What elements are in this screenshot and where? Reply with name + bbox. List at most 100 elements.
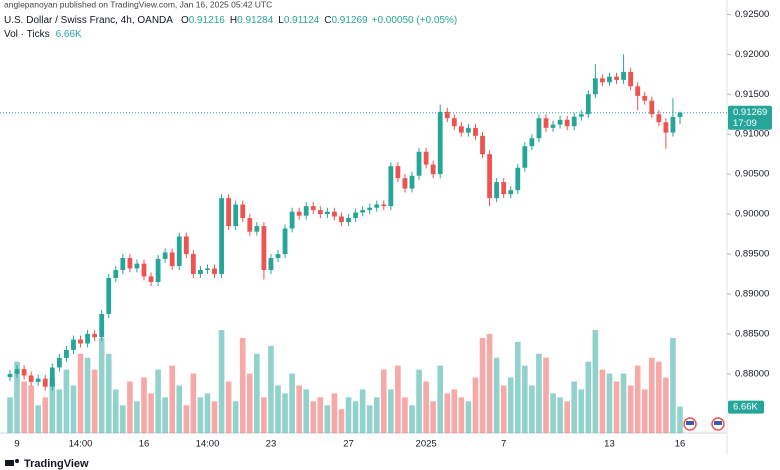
volume-bar — [606, 373, 613, 433]
volume-bar — [105, 353, 112, 433]
candle-body — [219, 198, 224, 275]
volume-bar — [169, 365, 176, 433]
candle-body — [35, 378, 41, 382]
candle-body — [99, 313, 105, 338]
candle-body — [296, 211, 302, 216]
candle-body — [49, 367, 55, 387]
x-tick-label: 9 — [14, 439, 19, 450]
candle-body — [529, 138, 535, 147]
volume-bar — [141, 377, 147, 433]
volume-bar — [310, 401, 317, 433]
candle-body — [324, 211, 330, 215]
candle-body — [261, 226, 267, 271]
y-tick-label: 0.88000 — [735, 368, 769, 379]
volume-bar — [493, 357, 500, 433]
candle-body — [134, 263, 140, 269]
candle-body — [148, 276, 154, 283]
candle-body — [543, 118, 549, 128]
candle-body — [346, 218, 351, 223]
volume-bar — [514, 341, 521, 433]
y-tick-label: 0.88500 — [735, 328, 769, 339]
logo: TradingView — [5, 458, 89, 470]
candle-body — [205, 268, 210, 271]
volume-bar — [42, 397, 49, 433]
volume-bar — [402, 397, 408, 433]
volume-bar — [543, 357, 549, 433]
volume-bar — [444, 393, 451, 433]
x-tick-label: 23 — [266, 439, 277, 450]
x-tick-label: 16 — [139, 439, 150, 450]
volume-bar — [63, 369, 70, 433]
candle-body — [367, 207, 373, 211]
candle-body — [141, 263, 147, 277]
candle-body — [7, 373, 13, 378]
volume-bar — [359, 389, 366, 433]
volume-bar — [21, 381, 27, 433]
candle-body — [663, 122, 669, 133]
volume-bar — [416, 369, 422, 433]
x-tick-label: 2025 — [416, 439, 437, 450]
candle-body — [162, 252, 168, 259]
volume-bar — [670, 337, 676, 433]
last-volume-box — [728, 400, 764, 414]
candle-body — [550, 124, 556, 128]
ohlc-label: H — [230, 15, 237, 26]
candle-body — [578, 114, 584, 117]
candle-body — [656, 114, 662, 123]
candle-body — [360, 210, 366, 213]
candle-body — [522, 146, 528, 168]
candle-body — [169, 252, 175, 267]
volume-bar — [49, 377, 56, 433]
x-tick-label: 13 — [604, 439, 615, 450]
volume-bar — [134, 401, 140, 433]
candle-body — [480, 135, 485, 155]
volume-bar — [28, 385, 34, 433]
y-tick-label: 0.91000 — [735, 129, 769, 140]
volume-bar — [656, 361, 662, 433]
volume-bar — [70, 385, 77, 433]
volume-bar — [282, 393, 288, 433]
candle-body — [430, 164, 436, 175]
countdown: 17:09 — [733, 118, 757, 129]
candle-body — [21, 369, 27, 376]
volume-bar — [112, 389, 119, 433]
candle-body — [628, 71, 634, 87]
volume-bar — [564, 401, 570, 433]
volume-bar — [148, 393, 154, 433]
volume-bar — [437, 365, 444, 433]
candle-body — [677, 112, 683, 117]
candle-body — [14, 369, 20, 374]
candle-body — [536, 118, 542, 139]
volume-bar — [98, 337, 105, 433]
candle-body — [155, 258, 161, 283]
candle-body — [564, 119, 570, 127]
volume-bar — [458, 397, 465, 433]
ohlc-label: C — [324, 15, 331, 26]
volume-bar — [331, 393, 338, 433]
volume-bar — [7, 397, 13, 433]
candle-body — [56, 357, 62, 368]
volume-bar — [239, 337, 246, 433]
candle-body — [473, 127, 478, 136]
volume-bar — [183, 405, 190, 433]
volume-bar — [663, 377, 669, 433]
volume-bar — [289, 373, 295, 433]
volume-bar — [275, 385, 281, 433]
change: +0.00050 (+0.05%) — [372, 15, 458, 26]
volume-bar — [261, 397, 267, 433]
y-tick-label: 0.89500 — [735, 249, 769, 260]
candle-body — [332, 211, 337, 217]
candle-body — [508, 190, 514, 195]
candle-body — [402, 178, 408, 189]
volume-bar — [465, 401, 472, 433]
volume-bar — [599, 369, 606, 433]
candle-body — [176, 236, 182, 267]
volume-bar — [585, 361, 592, 433]
candle-body — [282, 228, 288, 255]
volume-title: Vol · Ticks — [4, 29, 50, 40]
volume-bar — [507, 377, 514, 433]
volume-bar — [451, 389, 458, 433]
volume-bar — [84, 357, 91, 433]
candle-body — [515, 167, 521, 191]
candle-body — [106, 278, 112, 314]
